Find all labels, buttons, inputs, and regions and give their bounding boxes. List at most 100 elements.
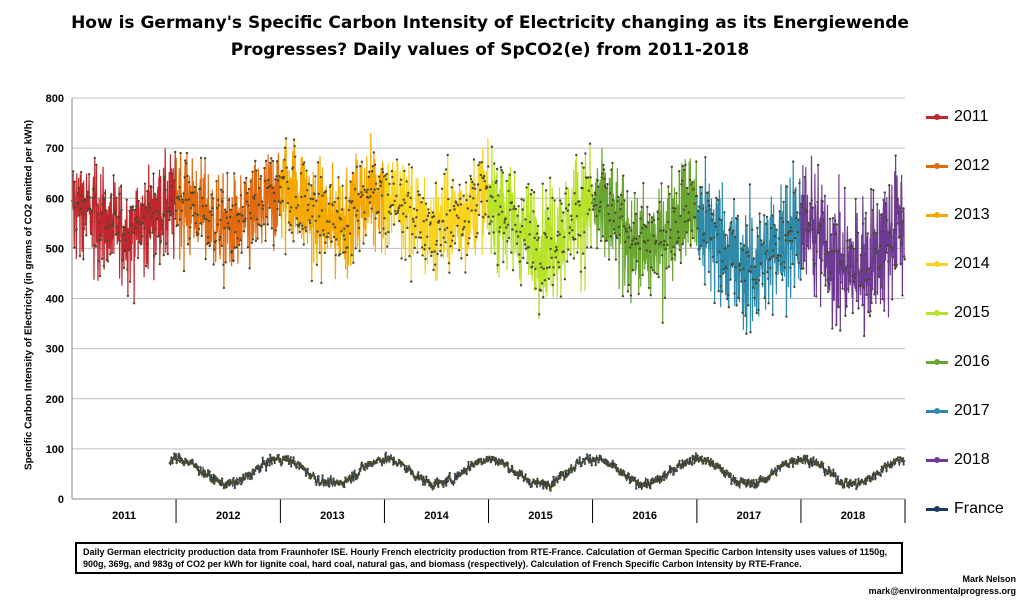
data-point — [323, 191, 326, 194]
data-point — [809, 224, 812, 227]
data-point — [559, 199, 562, 202]
data-point — [852, 247, 856, 251]
data-point — [660, 254, 664, 257]
data-point — [540, 266, 543, 269]
x-tick-label: 2018 — [841, 510, 865, 522]
data-point — [289, 456, 292, 459]
data-point — [483, 174, 486, 178]
data-point — [834, 219, 837, 222]
data-point — [637, 242, 640, 245]
data-point — [740, 247, 744, 250]
data-point — [516, 214, 519, 217]
data-point — [296, 204, 300, 207]
data-point — [173, 202, 176, 205]
data-point — [766, 271, 769, 274]
data-point — [399, 183, 402, 186]
legend-label: 2011 — [954, 108, 989, 125]
data-point — [862, 286, 865, 289]
data-point — [869, 310, 872, 313]
data-point — [515, 473, 519, 477]
data-point — [431, 211, 435, 214]
data-point — [823, 474, 827, 477]
data-point — [708, 204, 711, 207]
data-point — [583, 231, 586, 234]
data-point — [382, 227, 385, 230]
data-point — [148, 206, 152, 209]
data-point — [661, 474, 665, 477]
data-point — [464, 468, 467, 472]
data-point — [796, 455, 800, 459]
data-point — [403, 201, 407, 204]
data-point — [278, 213, 281, 217]
data-point — [486, 459, 490, 463]
data-point — [317, 192, 320, 196]
data-point — [884, 202, 888, 205]
data-point — [804, 460, 807, 463]
data-point — [868, 474, 871, 478]
data-point — [605, 239, 608, 242]
data-point — [603, 184, 607, 188]
data-point — [421, 483, 425, 486]
data-point — [722, 267, 725, 271]
data-point — [567, 248, 570, 251]
data-point — [336, 210, 339, 213]
data-point — [580, 464, 583, 467]
data-point — [514, 223, 517, 227]
data-point — [645, 486, 649, 489]
data-point — [715, 196, 718, 200]
data-point — [160, 219, 163, 223]
data-point — [251, 238, 255, 241]
data-point — [776, 254, 780, 257]
data-point — [811, 459, 815, 463]
data-point — [251, 170, 254, 173]
data-point — [558, 266, 561, 269]
data-point — [369, 195, 372, 198]
data-point — [739, 242, 742, 245]
data-point — [180, 195, 183, 198]
data-point — [119, 185, 123, 188]
data-point — [110, 251, 114, 254]
data-point — [683, 168, 686, 172]
series-2018 — [799, 154, 906, 338]
data-point — [681, 242, 684, 246]
data-point — [423, 248, 426, 251]
data-point — [859, 253, 862, 257]
data-point — [677, 236, 680, 240]
data-point — [339, 218, 342, 221]
data-point — [377, 210, 380, 214]
data-point — [194, 212, 197, 215]
data-point — [191, 459, 194, 462]
data-point — [503, 221, 506, 224]
y-tick-label: 0 — [58, 494, 64, 506]
data-point — [828, 282, 831, 286]
data-point — [89, 207, 92, 210]
data-point — [455, 214, 459, 217]
data-point — [619, 193, 623, 197]
data-point — [402, 212, 405, 215]
data-point — [611, 161, 614, 165]
data-point — [280, 176, 283, 179]
data-point — [247, 187, 251, 191]
data-point — [248, 471, 251, 475]
data-point — [748, 183, 752, 186]
data-point — [408, 254, 411, 258]
data-point — [594, 203, 598, 207]
data-point — [733, 235, 737, 239]
data-point — [465, 253, 469, 257]
data-point — [802, 458, 805, 462]
data-point — [571, 229, 574, 232]
data-point — [334, 254, 337, 257]
data-point — [442, 236, 445, 239]
data-point — [307, 203, 310, 206]
data-point — [367, 464, 370, 468]
data-point — [743, 279, 746, 282]
legend-label: 2013 — [954, 206, 990, 223]
data-point — [465, 198, 468, 202]
data-point — [153, 192, 156, 195]
data-point — [219, 188, 223, 191]
data-point — [700, 192, 703, 195]
data-point — [883, 464, 886, 467]
author-email: mark@environmentalprogress.org — [868, 586, 1016, 596]
data-point — [895, 263, 898, 266]
data-point — [607, 258, 611, 261]
